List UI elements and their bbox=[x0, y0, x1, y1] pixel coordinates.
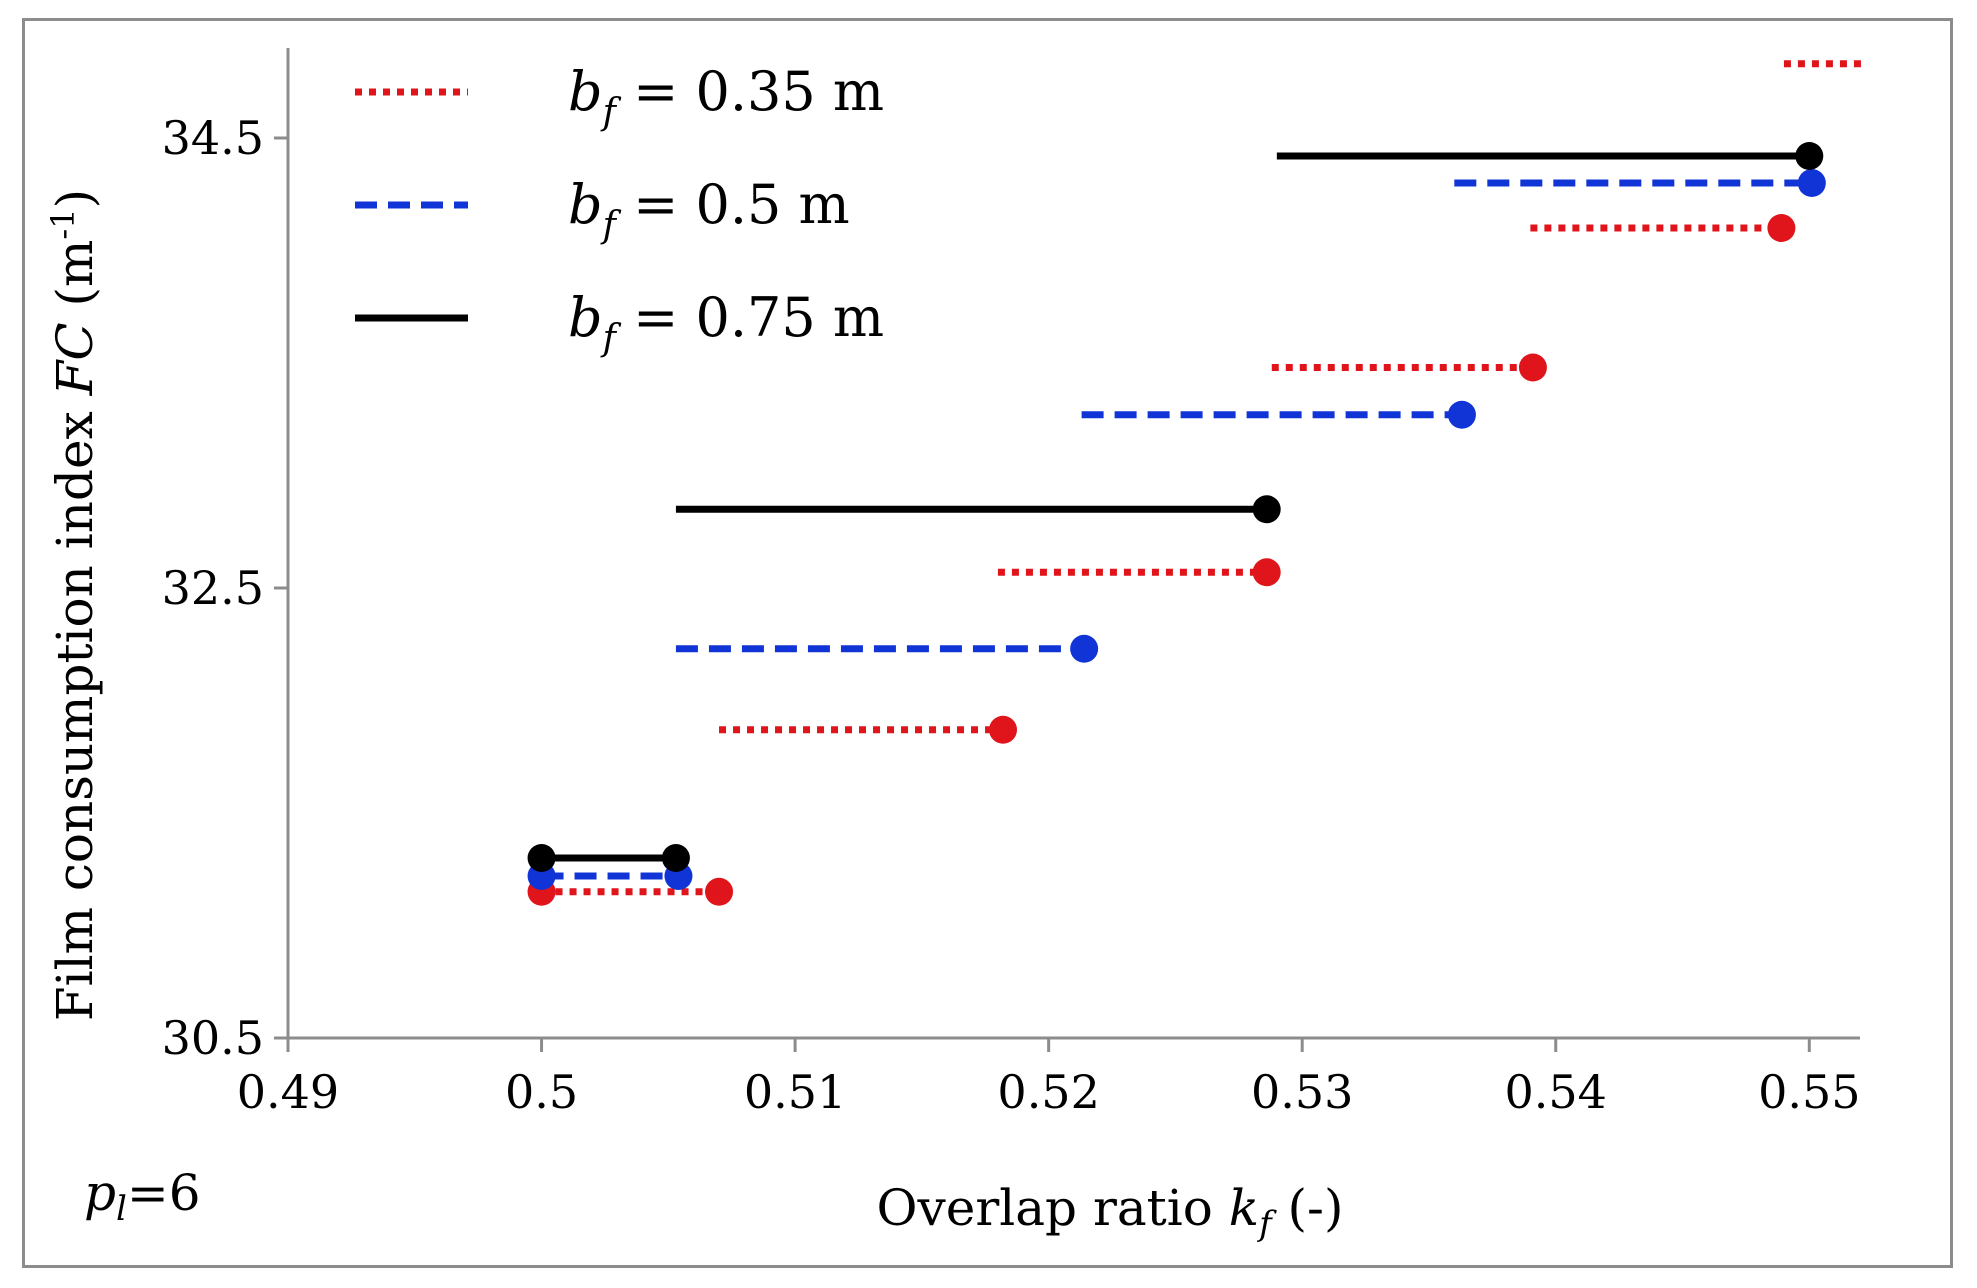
data-point-marker bbox=[661, 844, 690, 872]
x-tick-label: 0.53 bbox=[1251, 1065, 1353, 1119]
data-point-marker bbox=[1070, 634, 1099, 663]
x-tick-label: 0.5 bbox=[505, 1065, 578, 1119]
series-layer bbox=[527, 60, 1868, 906]
axes: 0.49 0.5 0.51 0.52 0.53 0.54 0.55 30.5 32.5 34.5 bbox=[162, 48, 1861, 1119]
x-tick-label: 0.55 bbox=[1758, 1065, 1860, 1119]
y-tick-label: 30.5 bbox=[162, 1011, 264, 1065]
legend-label: bf = 0.5 m bbox=[568, 173, 850, 246]
y-axis-title: Film consumption index FC (m-1) bbox=[44, 189, 104, 1021]
y-tick-label: 34.5 bbox=[162, 111, 264, 165]
x-tick-label: 0.52 bbox=[997, 1065, 1099, 1119]
x-tick-label: 0.51 bbox=[744, 1065, 846, 1119]
x-tick-label: 0.49 bbox=[237, 1065, 339, 1119]
data-point-marker bbox=[1447, 400, 1476, 429]
data-point-marker bbox=[527, 844, 556, 872]
data-point-marker bbox=[1252, 558, 1281, 587]
legend: bf = 0.35 m bf = 0.5 m bf = 0.75 m bbox=[355, 60, 884, 359]
x-axis-title: Overlap ratio kf (-) bbox=[877, 1179, 1344, 1244]
legend-label: bf = 0.75 m bbox=[568, 286, 884, 359]
data-point-marker bbox=[989, 715, 1018, 744]
x-tick-label: 0.54 bbox=[1505, 1065, 1607, 1119]
legend-label: bf = 0.35 m bbox=[568, 60, 884, 133]
data-point-marker bbox=[1767, 214, 1796, 242]
data-point-marker bbox=[1518, 353, 1547, 382]
data-point-marker bbox=[1797, 169, 1826, 197]
series-1 bbox=[527, 169, 1826, 890]
data-point-marker bbox=[1252, 495, 1281, 524]
data-point-marker bbox=[705, 877, 734, 906]
series-2 bbox=[527, 142, 1824, 872]
y-tick-label: 32.5 bbox=[162, 561, 264, 615]
series-0 bbox=[527, 60, 1868, 906]
pl-annotation: pl=6 bbox=[84, 1164, 201, 1229]
data-point-marker bbox=[1795, 142, 1824, 170]
